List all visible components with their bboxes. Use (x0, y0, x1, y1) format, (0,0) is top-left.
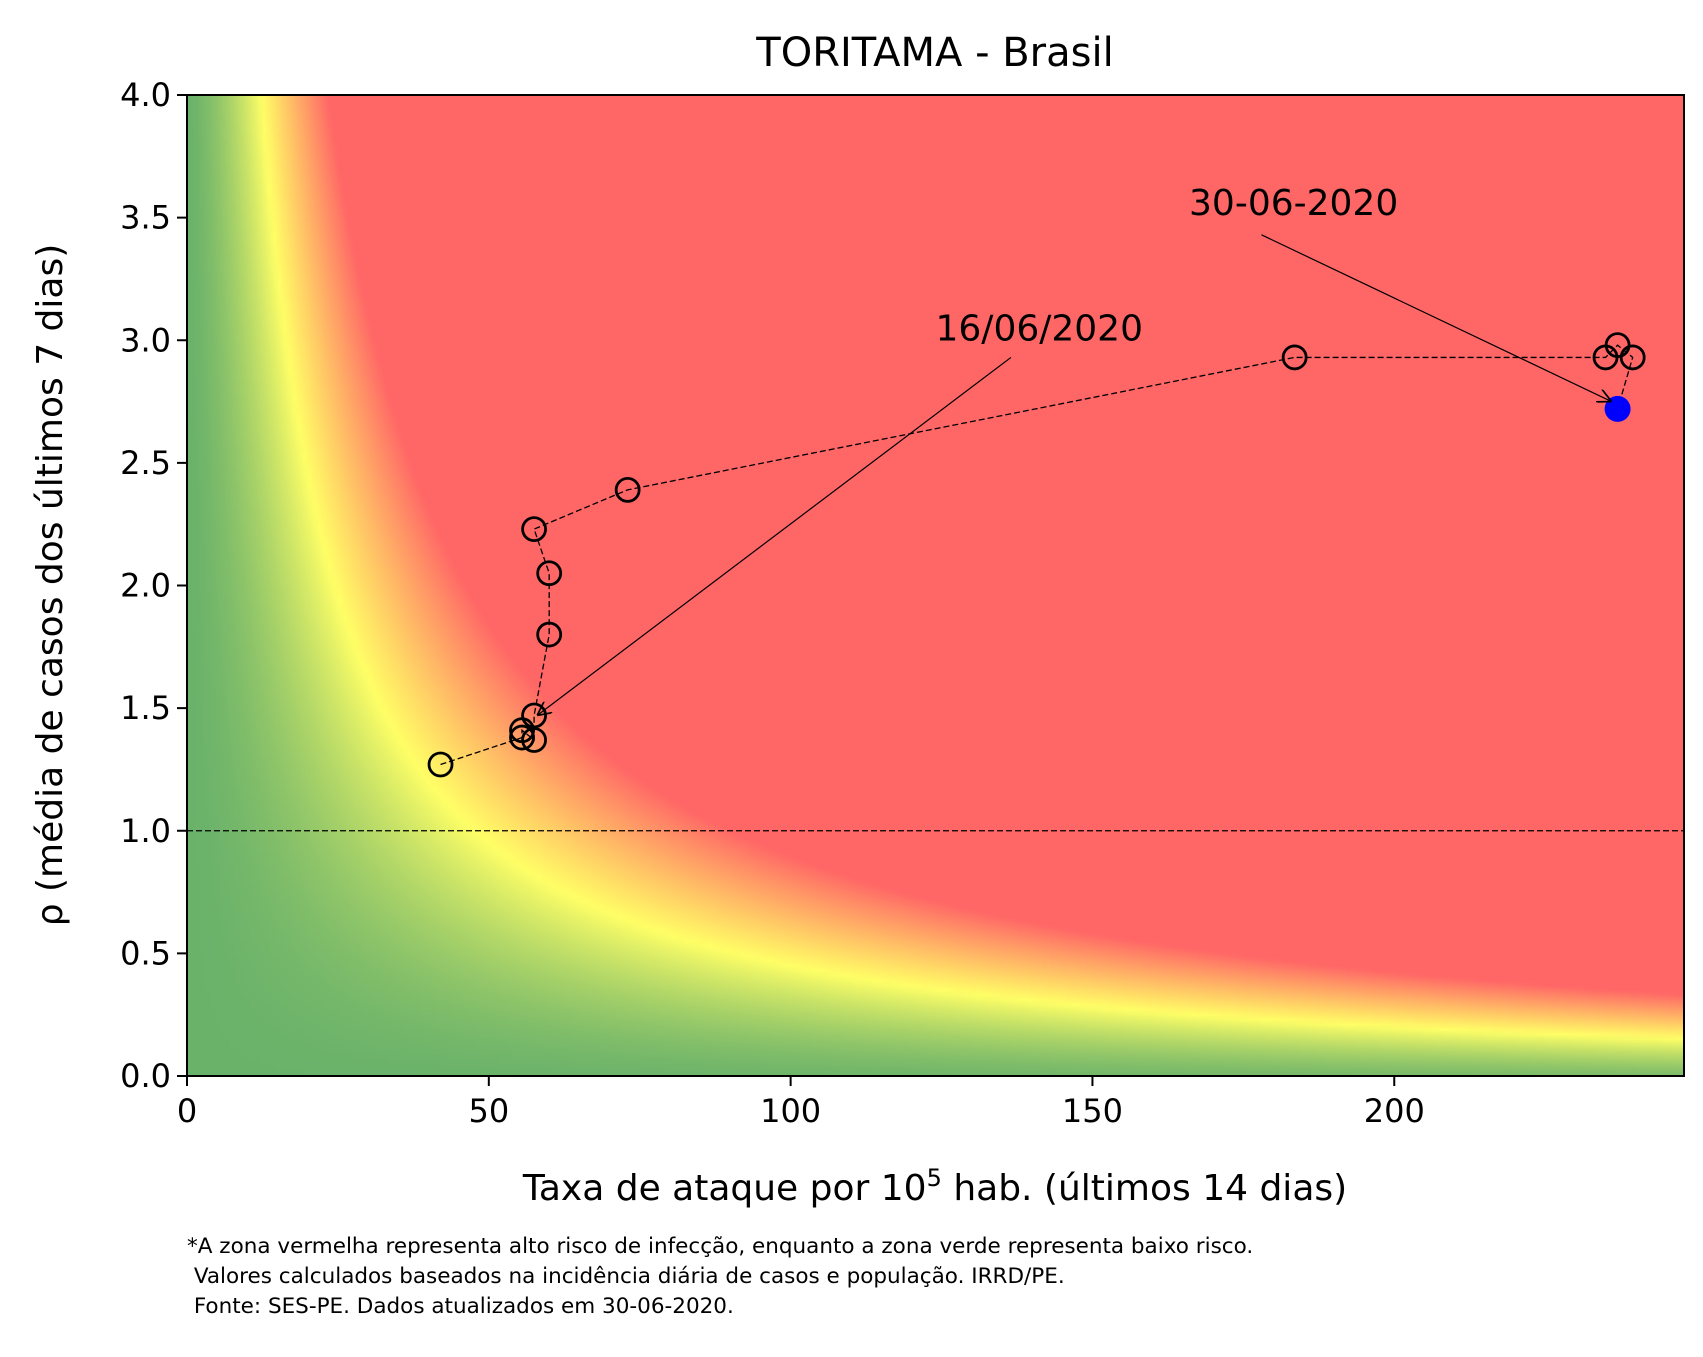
annotation-arrow (537, 356, 1012, 715)
x-tick-label: 50 (468, 1092, 509, 1130)
data-point (536, 560, 563, 587)
footnote-line-3: Fonte: SES-PE. Dados atualizados em 30-0… (187, 1294, 734, 1319)
y-tick-label: 4.0 (120, 76, 171, 114)
data-point (427, 751, 454, 778)
y-tick-label: 2.5 (120, 444, 171, 482)
y-axis-label: ρ (média de casos dos últimos 7 dias) (30, 244, 71, 927)
data-point (521, 516, 547, 542)
footnote-line-1: *A zona vermelha representa alto risco d… (187, 1234, 1254, 1259)
y-tick-label: 2.0 (120, 567, 171, 605)
data-point (536, 621, 563, 648)
y-tick-label: 0.5 (120, 934, 171, 972)
y-tick-label: 3.0 (120, 321, 171, 359)
x-tick-label: 200 (1364, 1092, 1425, 1130)
x-axis-label: Taxa de ataque por 105 hab. (últimos 14 … (522, 1164, 1347, 1209)
y-tick-label: 1.5 (120, 689, 171, 727)
x-tick-label: 0 (177, 1092, 197, 1130)
data-point (1619, 344, 1646, 371)
y-tick-label: 0.0 (120, 1057, 171, 1095)
annotation-label: 30-06-2020 (1189, 183, 1398, 224)
x-tick-label: 150 (1062, 1092, 1123, 1130)
annotation-label: 16/06/2020 (936, 308, 1144, 349)
risk-heatmap (187, 95, 1684, 1076)
trajectory-line (440, 344, 1634, 766)
annotation-arrow (1261, 234, 1611, 402)
data-point (614, 476, 641, 503)
footnote-line-2: Valores calculados baseados na incidênci… (187, 1264, 1065, 1289)
chart-title: TORITAMA - Brasil (755, 30, 1113, 76)
y-tick-label: 1.0 (120, 812, 171, 850)
y-tick-label: 3.5 (120, 199, 171, 237)
x-tick-label: 100 (760, 1092, 821, 1130)
data-point (509, 724, 535, 751)
data-point (521, 727, 547, 753)
risk-gradient-image (187, 95, 1684, 1076)
data-point (1281, 344, 1308, 371)
